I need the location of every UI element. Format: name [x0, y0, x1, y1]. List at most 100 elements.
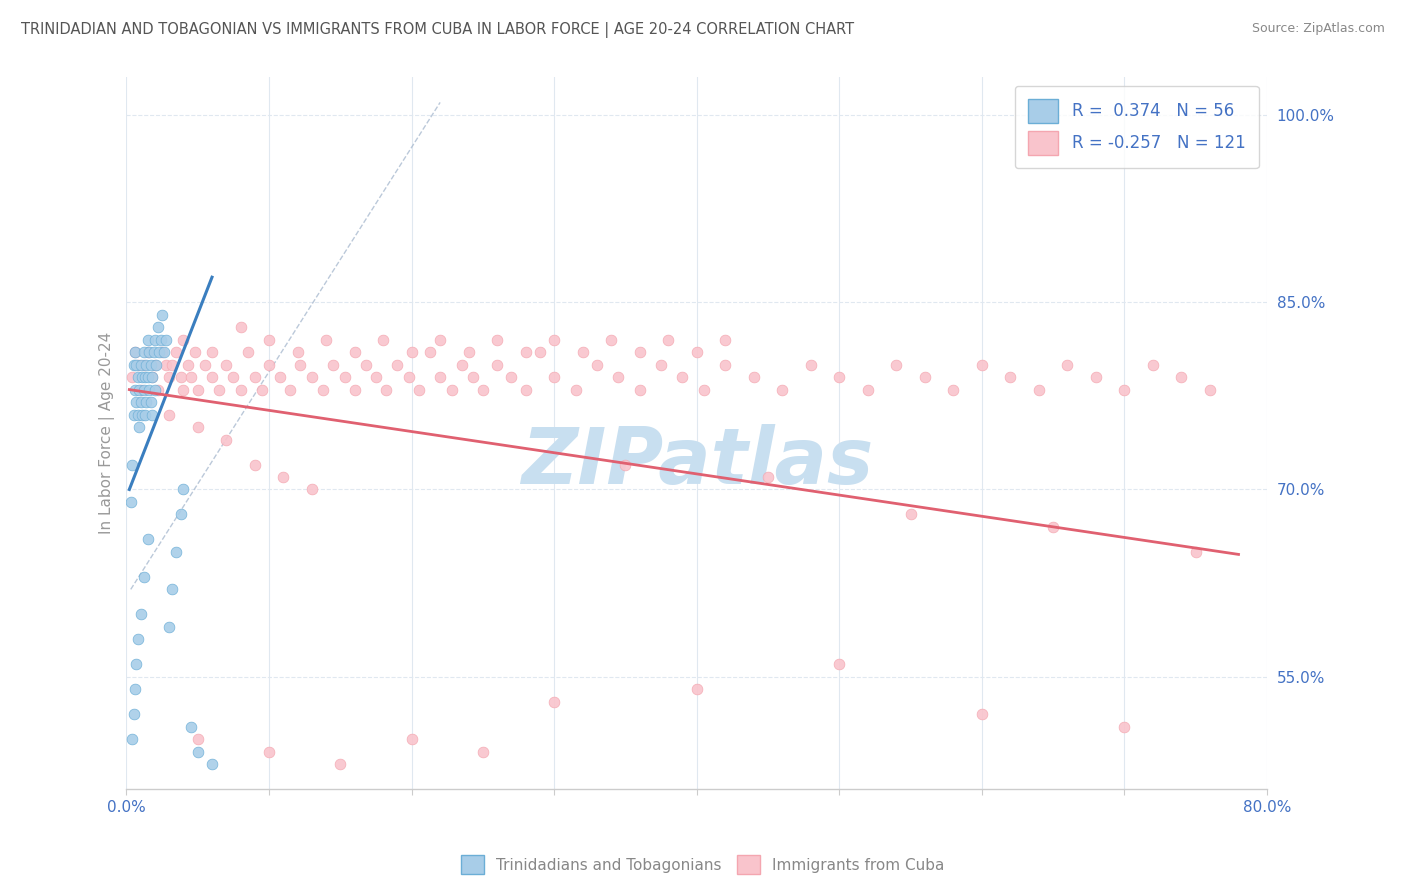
Point — [243, 370, 266, 384]
Point — [124, 345, 146, 359]
Point — [257, 745, 280, 759]
Text: Source: ZipAtlas.com: Source: ZipAtlas.com — [1251, 22, 1385, 36]
Point — [343, 383, 366, 397]
Point — [121, 458, 143, 472]
Point — [429, 333, 451, 347]
Point — [125, 358, 148, 372]
Text: ZIPatlas: ZIPatlas — [520, 424, 873, 500]
Point — [1056, 358, 1078, 372]
Point — [132, 570, 155, 584]
Point — [138, 383, 160, 397]
Point — [122, 707, 145, 722]
Point — [201, 370, 224, 384]
Point — [243, 458, 266, 472]
Point — [180, 370, 202, 384]
Point — [942, 383, 965, 397]
Point — [141, 408, 163, 422]
Point — [194, 358, 217, 372]
Point — [145, 358, 167, 372]
Point — [173, 383, 195, 397]
Point — [714, 333, 737, 347]
Point — [201, 757, 224, 772]
Point — [471, 745, 494, 759]
Point — [364, 370, 387, 384]
Point — [127, 358, 149, 372]
Point — [1084, 370, 1107, 384]
Point — [143, 333, 166, 347]
Point — [136, 370, 159, 384]
Point — [257, 358, 280, 372]
Point — [650, 358, 672, 372]
Point — [177, 358, 200, 372]
Point — [131, 370, 153, 384]
Point — [184, 345, 207, 359]
Point — [135, 358, 157, 372]
Legend: R =  0.374   N = 56, R = -0.257   N = 121: R = 0.374 N = 56, R = -0.257 N = 121 — [1015, 86, 1258, 168]
Point — [146, 383, 169, 397]
Point — [429, 370, 451, 384]
Point — [187, 420, 209, 434]
Point — [146, 320, 169, 334]
Point — [333, 370, 356, 384]
Point — [157, 620, 180, 634]
Point — [1114, 383, 1136, 397]
Point — [129, 383, 152, 397]
Point — [165, 545, 187, 559]
Point — [329, 757, 352, 772]
Legend: Trinidadians and Tobagonians, Immigrants from Cuba: Trinidadians and Tobagonians, Immigrants… — [456, 849, 950, 880]
Point — [128, 420, 150, 434]
Point — [828, 657, 851, 672]
Point — [143, 358, 166, 372]
Point — [160, 582, 183, 597]
Point — [143, 383, 166, 397]
Point — [169, 370, 191, 384]
Point — [129, 395, 152, 409]
Point — [150, 345, 173, 359]
Point — [125, 657, 148, 672]
Point — [315, 333, 337, 347]
Point — [600, 333, 623, 347]
Point — [121, 370, 143, 384]
Point — [139, 358, 162, 372]
Point — [387, 358, 409, 372]
Point — [287, 345, 309, 359]
Point — [125, 395, 148, 409]
Point — [515, 383, 537, 397]
Point — [1114, 720, 1136, 734]
Point — [129, 358, 152, 372]
Point — [1028, 383, 1050, 397]
Point — [139, 395, 162, 409]
Point — [886, 358, 908, 372]
Point — [127, 632, 149, 647]
Point — [127, 408, 149, 422]
Point — [419, 345, 441, 359]
Point — [215, 358, 238, 372]
Point — [173, 333, 195, 347]
Point — [471, 383, 494, 397]
Point — [375, 383, 398, 397]
Point — [134, 408, 156, 422]
Point — [770, 383, 793, 397]
Point — [269, 370, 291, 384]
Point — [148, 345, 170, 359]
Point — [142, 345, 165, 359]
Point — [157, 370, 180, 384]
Point — [742, 370, 765, 384]
Point — [322, 358, 344, 372]
Point — [486, 333, 509, 347]
Point — [141, 370, 163, 384]
Point — [543, 695, 565, 709]
Point — [173, 483, 195, 497]
Point — [236, 345, 259, 359]
Point — [1170, 370, 1192, 384]
Point — [856, 383, 879, 397]
Point — [628, 383, 651, 397]
Point — [187, 383, 209, 397]
Point — [543, 370, 565, 384]
Point — [135, 395, 157, 409]
Point — [970, 707, 993, 722]
Point — [257, 333, 280, 347]
Point — [132, 358, 155, 372]
Point — [122, 408, 145, 422]
Point — [301, 483, 323, 497]
